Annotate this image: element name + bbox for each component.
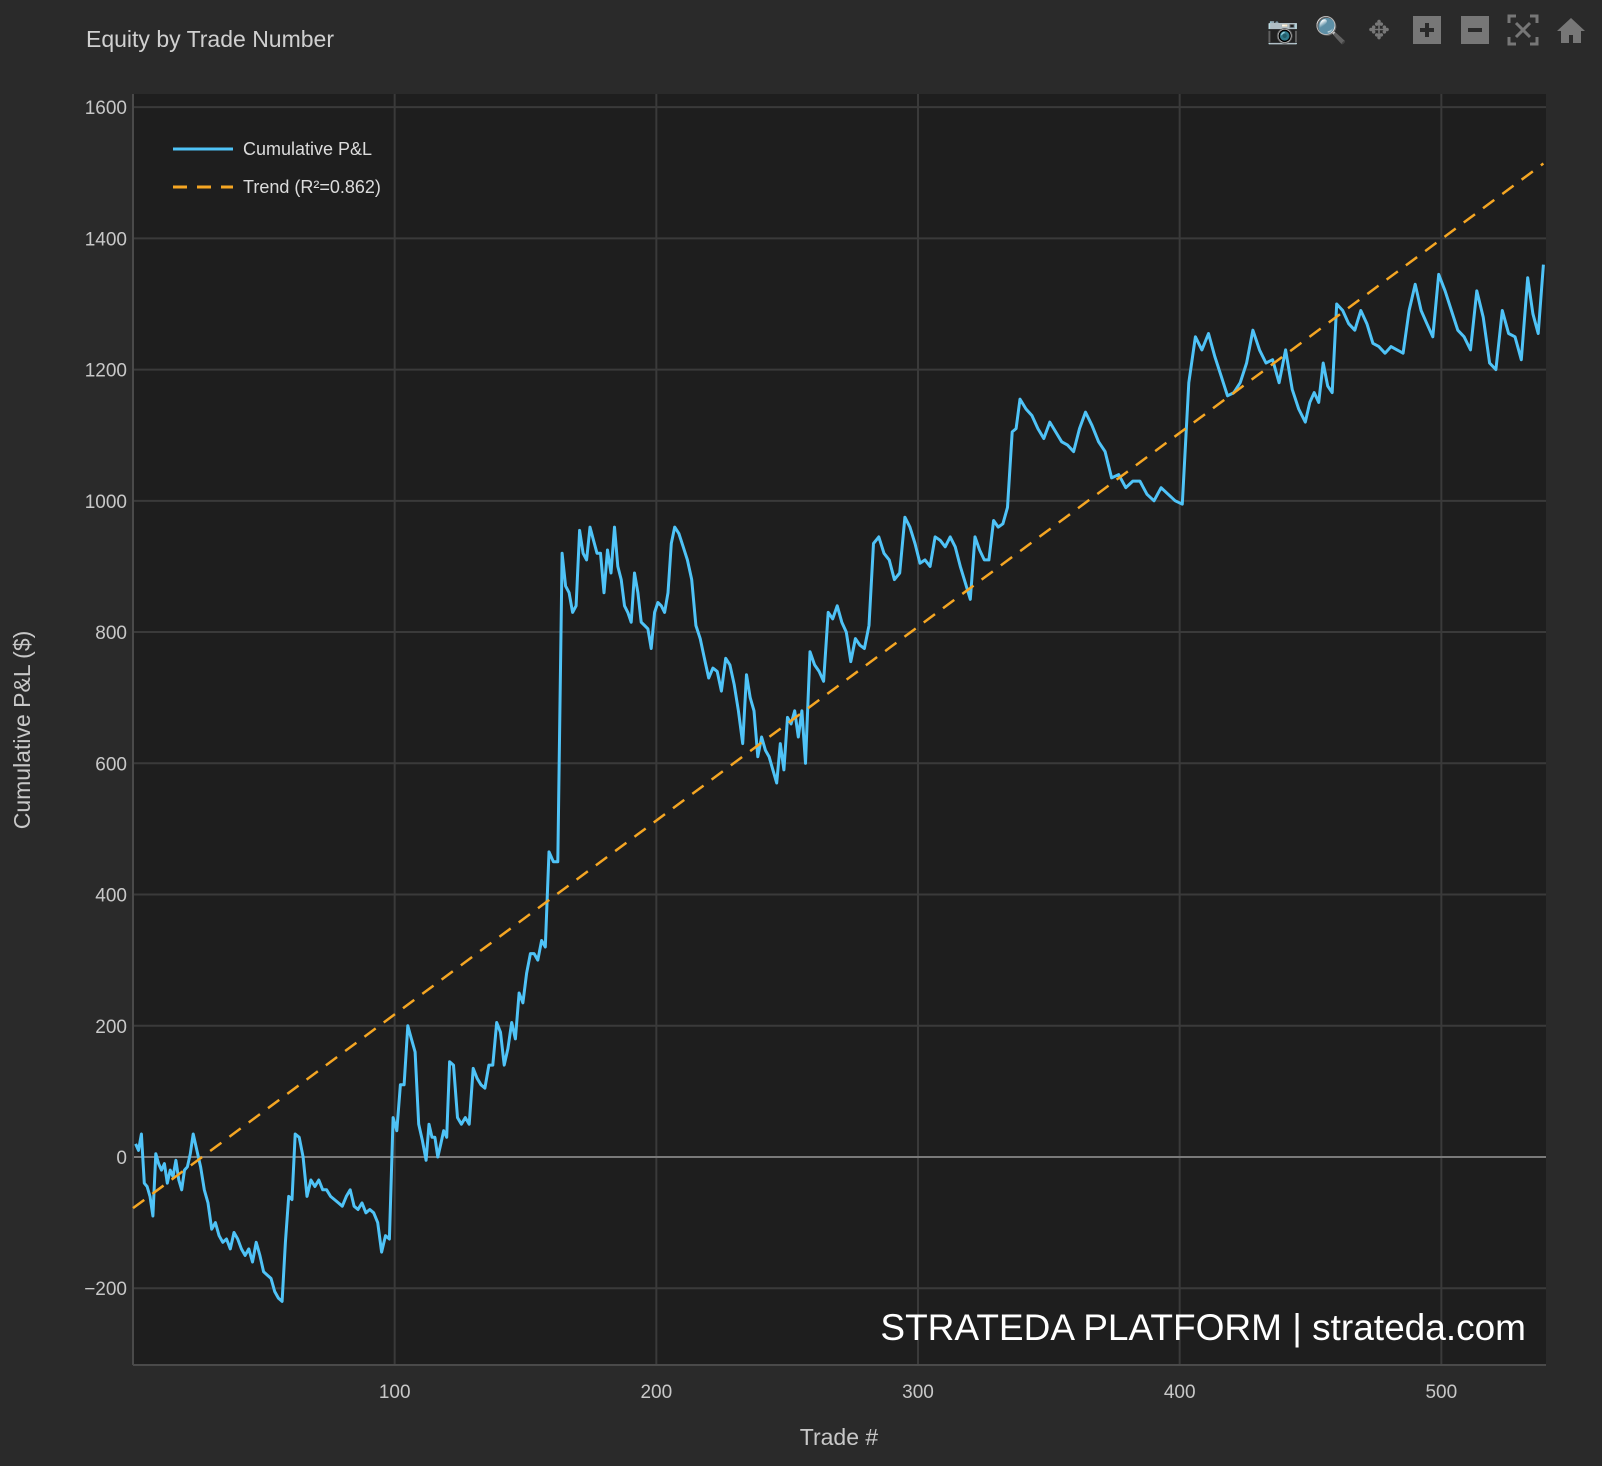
y-tick-label: 1600 — [85, 98, 127, 119]
autoscale-icon[interactable] — [1506, 14, 1540, 46]
y-tick-label: 800 — [95, 623, 127, 644]
zoom-out-icon[interactable] — [1458, 14, 1492, 46]
x-tick-label: 300 — [902, 1382, 934, 1403]
legend-label: Cumulative P&L — [243, 139, 372, 159]
x-tick-label: 400 — [1164, 1382, 1196, 1403]
home-icon[interactable] — [1554, 14, 1588, 46]
y-tick-label: −200 — [84, 1279, 127, 1300]
camera-icon[interactable]: 📷 — [1266, 14, 1300, 45]
y-axis-title: Cumulative P&L ($) — [9, 631, 35, 830]
zoom-icon[interactable]: 🔍 — [1314, 14, 1348, 45]
chart-title: Equity by Trade Number — [86, 26, 335, 52]
y-tick-label: 200 — [95, 1017, 127, 1038]
y-tick-label: 1000 — [85, 492, 127, 513]
series-layer — [132, 162, 1545, 1303]
trend-line — [132, 162, 1545, 1210]
y-tick-label: 400 — [95, 886, 127, 907]
y-tick-label: 0 — [116, 1148, 127, 1169]
legend-label: Trend (R²=0.862) — [243, 177, 381, 197]
x-tick-label: 500 — [1425, 1382, 1457, 1403]
x-tick-label: 200 — [640, 1382, 672, 1403]
equity-line — [134, 264, 1545, 1303]
legend: Cumulative P&L Trend (R²=0.862) — [173, 139, 381, 197]
x-axis-title: Trade # — [800, 1424, 879, 1450]
y-tick-label: 1200 — [85, 361, 127, 382]
tick-labels: 100 200 300 400 500 −200 0 200 400 600 800 1000 1200… — [84, 98, 1457, 1403]
plot-area[interactable] — [133, 94, 1546, 1365]
modebar: 📷 🔍 ✥ — [1266, 14, 1588, 46]
zoom-in-icon[interactable] — [1410, 14, 1444, 46]
y-tick-label: 1400 — [85, 229, 127, 250]
grid-lines — [132, 94, 1546, 1366]
watermark: STRATEDA PLATFORM | strateda.com — [880, 1307, 1526, 1348]
pan-icon[interactable]: ✥ — [1368, 14, 1390, 45]
x-tick-label: 100 — [379, 1382, 411, 1403]
y-tick-label: 600 — [95, 754, 127, 775]
